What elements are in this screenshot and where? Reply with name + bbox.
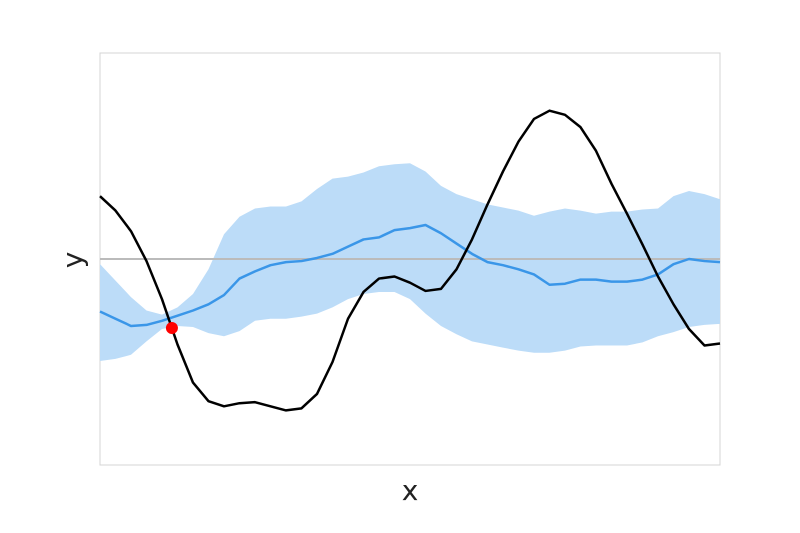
series-line [99, 223, 721, 328]
confidence-band [100, 163, 720, 361]
x-axis-label: x [402, 474, 419, 507]
y-axis-label: y [56, 252, 89, 269]
sample-point [165, 322, 178, 335]
series-line [99, 109, 721, 412]
